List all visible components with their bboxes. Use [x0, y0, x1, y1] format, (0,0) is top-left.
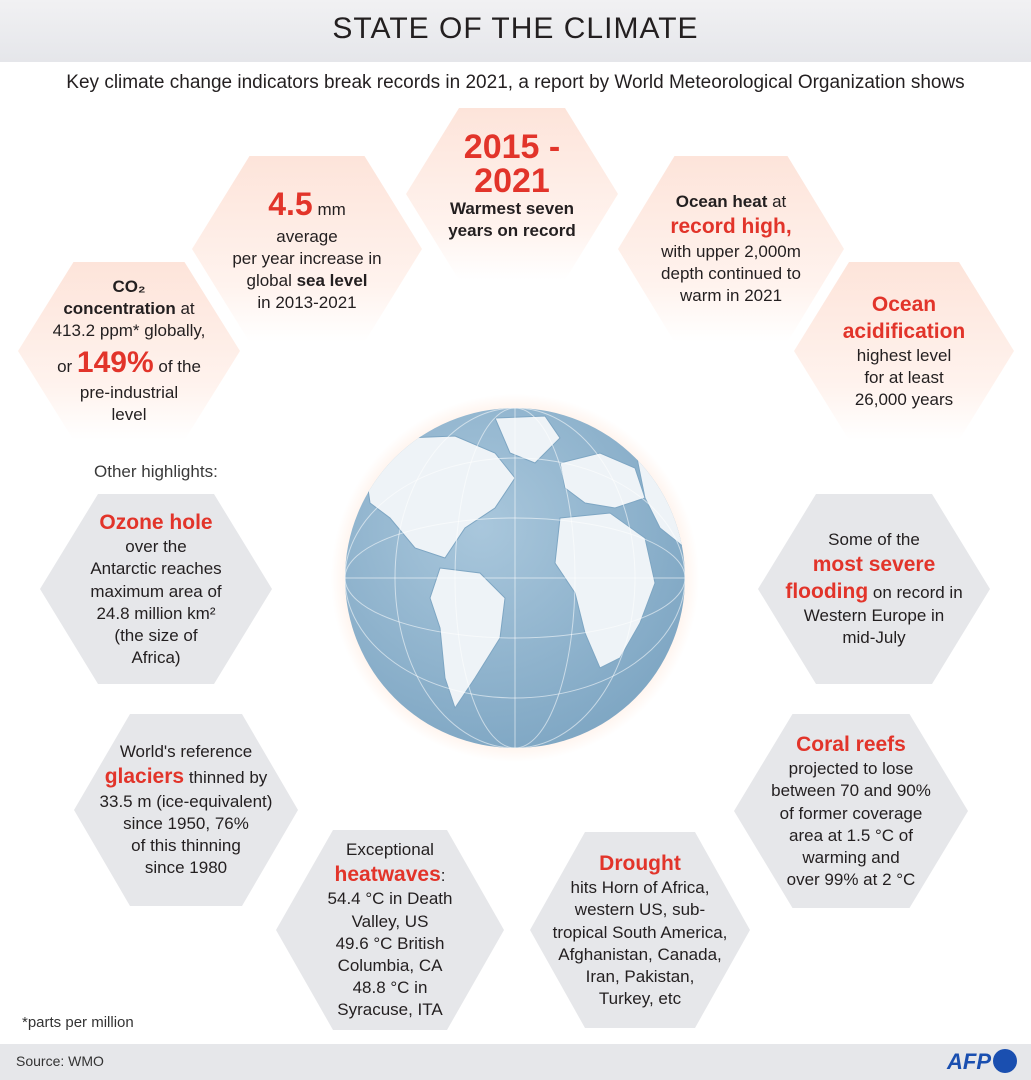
sea-level-label: sea level: [296, 270, 368, 290]
coral-line1: projected to lose: [788, 759, 914, 779]
heatwaves-colon: :: [440, 866, 446, 886]
drought-hexagon: Drought hits Horn of Africa, western US,…: [530, 832, 750, 1028]
heatwaves-line4: Valley, US: [351, 911, 429, 931]
sea-level-hexagon: 4.5 mm average per year increase in glob…: [192, 156, 422, 342]
ozone-hexagon: Ozone hole over the Antarctic reaches ma…: [40, 494, 272, 684]
heatwaves-line5: 49.6 °C British: [335, 933, 445, 953]
drought-title: Drought: [599, 852, 681, 876]
warmest-text-line2: years on record: [448, 221, 576, 241]
coral-line5: warming and: [802, 847, 900, 867]
acidification-years-text: 26,000 years: [854, 390, 954, 410]
ocean-heat-continued-text: depth continued to: [661, 263, 801, 283]
sea-level-global-text: global: [246, 270, 297, 290]
globe-icon: [345, 408, 685, 748]
ozone-line3: maximum area of: [90, 581, 222, 601]
heatwaves-line6: Columbia, CA: [337, 955, 443, 975]
co2-percent-value: 149%: [76, 345, 154, 379]
drought-line6: Turkey, etc: [598, 988, 682, 1008]
drought-line1: hits Horn of Africa,: [570, 878, 710, 898]
heatwaves-title: heatwaves: [334, 863, 441, 887]
ozone-line4: 24.8 million km²: [96, 603, 216, 623]
heatwaves-line8: Syracuse, ITA: [337, 999, 443, 1019]
header-bar: STATE OF THE CLIMATE: [0, 0, 1031, 62]
page-title: STATE OF THE CLIMATE: [332, 12, 699, 45]
drought-line4: Afghanistan, Canada,: [558, 944, 722, 964]
flooding-line1: Some of the: [828, 529, 920, 549]
co2-concentration-label: concentration: [63, 299, 176, 319]
warmest-text-line1: Warmest seven: [449, 199, 575, 218]
ocean-heat-depth-text: with upper 2,000m: [661, 241, 801, 261]
co2-of-the-text: of the: [153, 356, 201, 376]
sea-level-increase-text: per year increase in: [232, 248, 382, 268]
co2-ppm-value: 413.2 ppm* globally,: [52, 321, 206, 341]
ocean-heat-label: Ocean heat: [675, 192, 768, 212]
warmest-years-hexagon: 2015 - 2021 Warmest seven years on recor…: [406, 108, 618, 280]
coral-line3: of former coverage: [779, 803, 923, 823]
acidification-title-line2: acidification: [842, 319, 966, 343]
flooding-title-line2: flooding: [785, 579, 869, 603]
ozone-line5: (the size of: [114, 625, 198, 645]
footer-bar: Source: WMO AFP: [0, 1044, 1031, 1080]
co2-at-text: at: [175, 299, 195, 319]
glaciers-line1: World's reference: [119, 742, 253, 762]
glaciers-line4: since 1950, 76%: [123, 813, 249, 833]
acidification-atleast-text: for at least: [864, 368, 944, 388]
flooding-line5: mid-July: [842, 628, 906, 648]
sea-level-value: 4.5: [268, 186, 313, 223]
warmest-years-end: 2021: [474, 162, 550, 200]
glaciers-title: glaciers: [104, 765, 185, 789]
ozone-title: Ozone hole: [99, 511, 213, 535]
ocean-heat-at-text: at: [767, 192, 787, 212]
heatwaves-hexagon: Exceptional heatwaves: 54.4 °C in Death …: [276, 830, 504, 1030]
ocean-heat-hexagon: Ocean heat at record high, with upper 2,…: [618, 156, 844, 342]
heatwaves-line7: 48.8 °C in: [352, 977, 428, 997]
glaciers-hexagon: World's reference glaciers thinned by 33…: [74, 714, 298, 906]
acidification-highest-text: highest level: [856, 346, 952, 366]
co2-level-text: level: [111, 404, 147, 424]
heatwaves-line1: Exceptional: [346, 840, 434, 860]
flooding-hexagon: Some of the most severe flooding on reco…: [758, 494, 990, 684]
flooding-title-line1: most severe: [812, 552, 936, 576]
sea-level-period-text: in 2013-2021: [257, 292, 357, 312]
co2-or-text: or: [57, 356, 77, 376]
afp-logo-dot-icon: [993, 1049, 1017, 1073]
drought-line3: tropical South America,: [552, 922, 728, 942]
flooding-record-text: on record in: [868, 582, 963, 602]
co2-preindustrial-text: pre-industrial: [79, 382, 179, 402]
afp-logo: AFP: [947, 1049, 991, 1074]
ocean-heat-record-text: record high,: [670, 215, 792, 239]
ocean-heat-year-text: warm in 2021: [679, 285, 783, 305]
glaciers-line6: since 1980: [144, 857, 228, 877]
coral-reefs-hexagon: Coral reefs projected to lose between 70…: [734, 714, 968, 908]
coral-line2: between 70 and 90%: [771, 781, 931, 801]
drought-line5: Iran, Pakistan,: [585, 966, 695, 986]
glaciers-thinned-text: thinned by: [184, 768, 268, 788]
heatwaves-line3: 54.4 °C in Death: [327, 889, 453, 909]
warmest-years-start: 2015 -: [463, 128, 561, 166]
ozone-line2: Antarctic reaches: [90, 559, 222, 579]
coral-line6: over 99% at 2 °C: [786, 869, 916, 889]
ozone-line1: over the: [125, 537, 187, 557]
acidification-title-line1: Ocean: [871, 292, 937, 316]
ozone-line6: Africa): [131, 647, 181, 667]
co2-label: CO₂: [112, 277, 146, 297]
sea-level-unit: mm: [312, 200, 346, 220]
coral-line4: area at 1.5 °C of: [789, 825, 913, 845]
other-highlights-label: Other highlights:: [94, 462, 218, 481]
flooding-line4: Western Europe in: [803, 606, 945, 626]
footnote: *parts per million: [22, 1014, 134, 1031]
coral-title: Coral reefs: [796, 733, 906, 757]
source-credit: Source: WMO: [16, 1053, 104, 1069]
page-subtitle: Key climate change indicators break reco…: [66, 72, 965, 93]
sea-level-average-text: average: [276, 226, 338, 246]
co2-hexagon: CO₂ concentration at 413.2 ppm* globally…: [18, 262, 240, 440]
glaciers-line3: 33.5 m (ice-equivalent): [99, 791, 273, 811]
glaciers-line5: of this thinning: [131, 835, 241, 855]
acidification-hexagon: Ocean acidification highest level for at…: [794, 262, 1014, 440]
drought-line2: western US, sub-: [574, 900, 706, 920]
